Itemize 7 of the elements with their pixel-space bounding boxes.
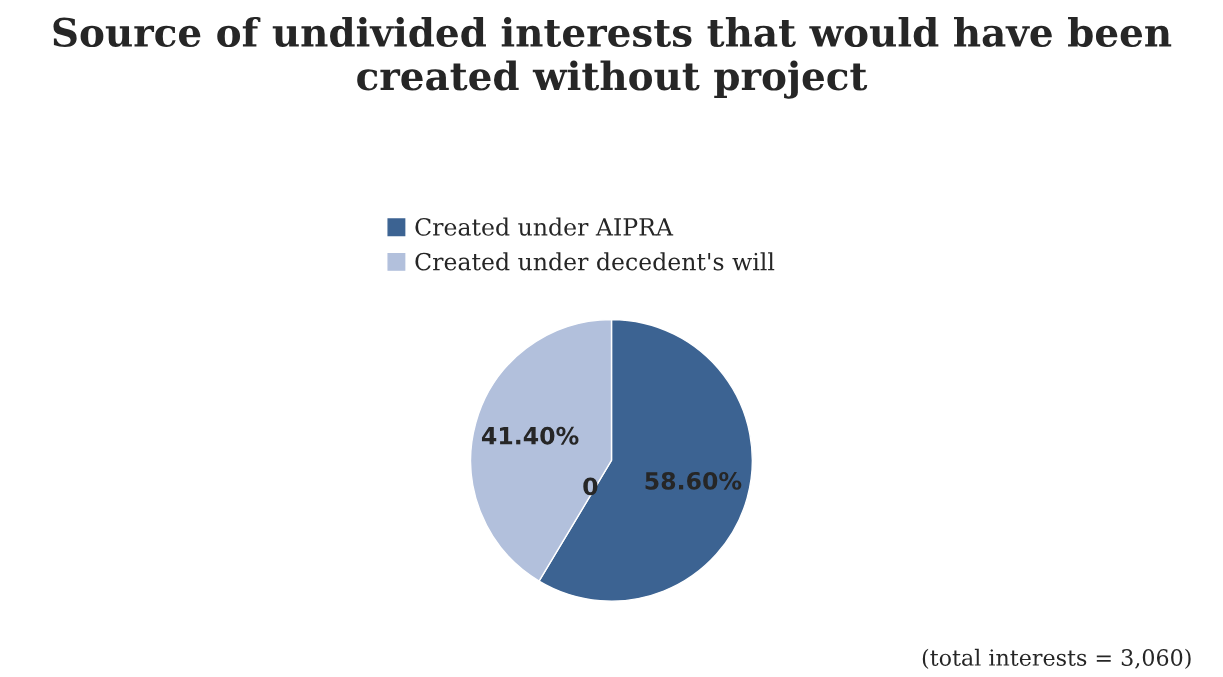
legend-label: Created under AIPRA	[415, 217, 674, 236]
text: (total interests = 3,060)	[922, 648, 1191, 670]
data-label: 58.60%	[645, 471, 742, 490]
legend-label: Created under decedent's will	[415, 252, 775, 271]
chart-title: Source of undivided interests that would have been created without project	[53, 16, 1172, 99]
text: 0	[583, 477, 598, 496]
data-label: 41.40%	[481, 426, 579, 445]
